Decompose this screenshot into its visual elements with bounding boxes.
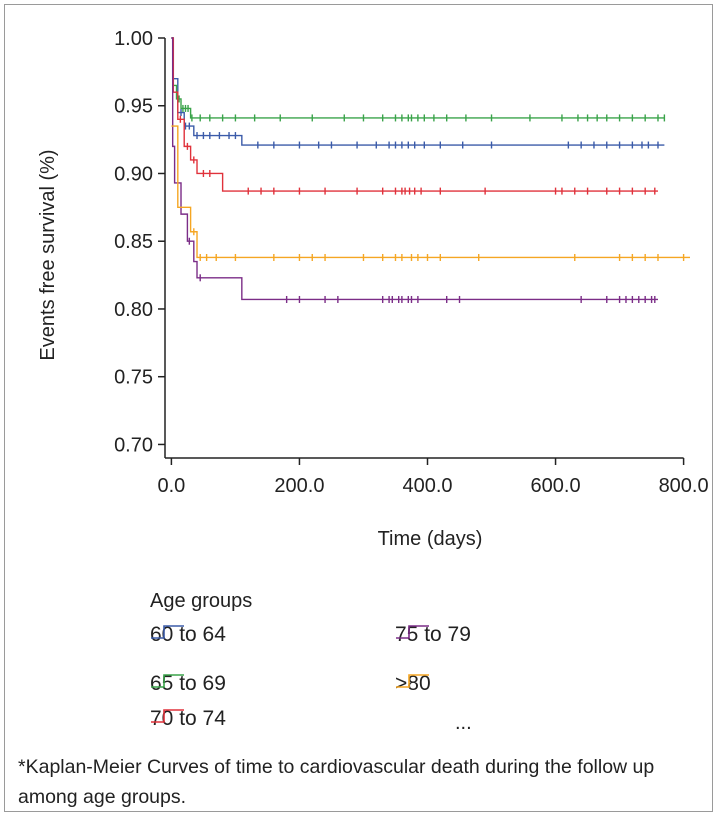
series-5 xyxy=(171,125,690,261)
legend-label: >80 xyxy=(395,672,431,695)
y-axis-label: Events free survival (%) xyxy=(37,149,59,360)
legend-label: 65 to 69 xyxy=(150,672,226,695)
legend-label: 75 to 79 xyxy=(395,623,471,646)
legend-swatch xyxy=(151,674,184,688)
x-tick-label: 200.0 xyxy=(274,475,324,497)
figure-frame xyxy=(4,4,713,812)
y-tick-label: 0.80 xyxy=(114,299,153,321)
legend-label: 70 to 74 xyxy=(150,707,226,730)
legend-item: >80 xyxy=(395,672,431,696)
y-tick-label: 0.70 xyxy=(114,434,153,456)
series-4 xyxy=(171,37,658,303)
y-tick-label: 0.90 xyxy=(114,163,153,185)
legend-swatch xyxy=(151,709,184,723)
legend-item: 65 to 69 xyxy=(150,672,226,696)
x-tick-label: 0.0 xyxy=(157,475,185,497)
legend-label: 60 to 64 xyxy=(150,623,226,646)
legend-title: Age groups xyxy=(150,590,253,612)
series-layer xyxy=(171,37,690,303)
x-tick-label: 400.0 xyxy=(402,475,452,497)
legend-swatch xyxy=(151,625,184,639)
legend-swatch xyxy=(396,625,429,639)
figure-caption: *Kaplan-Meier Curves of time to cardiova… xyxy=(18,756,655,808)
series-line xyxy=(171,37,658,301)
y-tick-label: 0.95 xyxy=(114,96,153,118)
legend-ellipsis: ... xyxy=(455,712,472,734)
x-tick-label: 800.0 xyxy=(659,475,709,497)
x-axis-label: Time (days) xyxy=(378,528,483,550)
chart-axes: 1.00 0.95 0.90 0.85 0.80 0.75 0.700.0 200.0 400.… xyxy=(114,28,709,497)
legend-swatch xyxy=(396,674,429,688)
y-tick-label: 1.00 xyxy=(114,28,153,50)
series-3 xyxy=(171,37,658,195)
x-tick-label: 600.0 xyxy=(531,475,581,497)
legend-item: 75 to 79 xyxy=(395,623,471,647)
y-tick-label: 0.75 xyxy=(114,367,153,389)
y-tick-label: 0.85 xyxy=(114,231,153,253)
series-line xyxy=(171,125,690,259)
legend-item: 60 to 64 xyxy=(150,623,226,647)
legend-item: 70 to 74 xyxy=(150,707,226,731)
